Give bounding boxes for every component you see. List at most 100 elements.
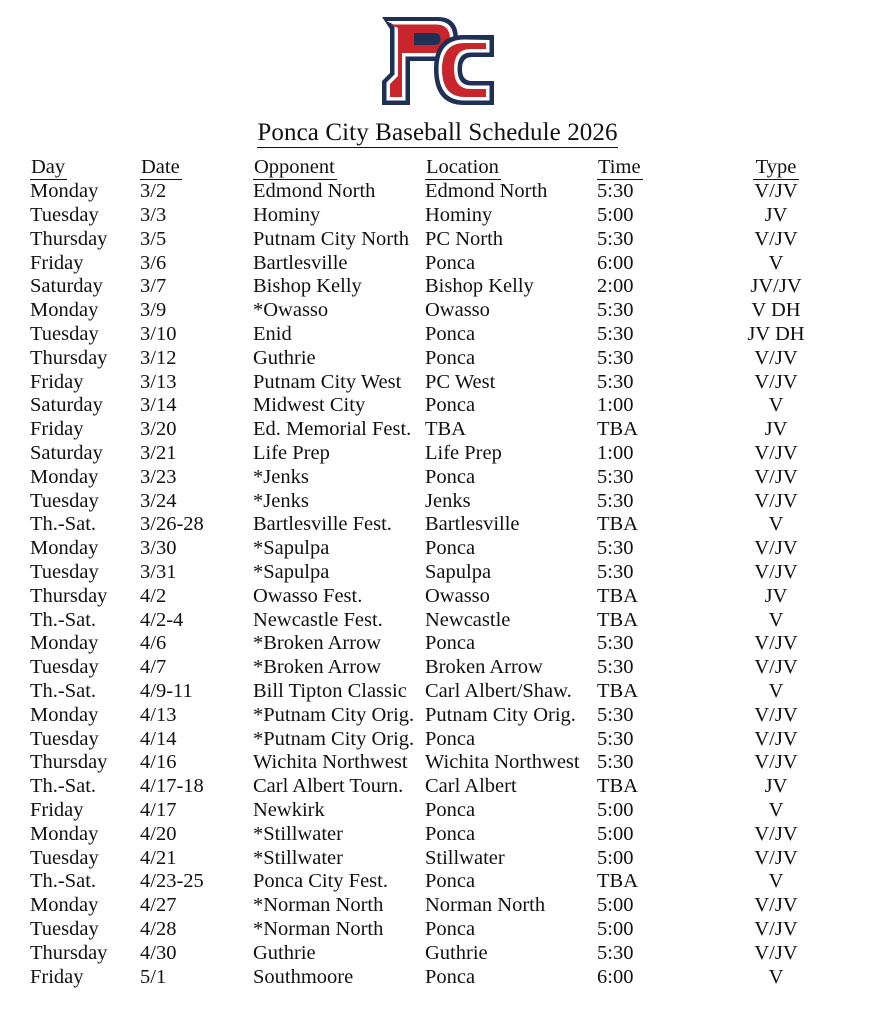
cell-opponent: Putnam City West [253,370,402,393]
cell-date: 5/1 [140,965,167,988]
cell-time: 5:00 [597,822,634,845]
cell-location: Wichita Northwest [425,751,580,774]
cell-opponent: *Sapulpa [253,561,330,583]
table-row: Tuesday 3/24 *Jenks Jenks 5:30 V/JV [30,490,845,514]
cell-location: Broken Arrow [425,656,543,679]
cell-date: 3/6 [140,251,167,274]
cell-day: Th.-Sat. [30,608,97,631]
cell-location: Owasso [425,584,490,607]
table-row: Monday 4/20 *Stillwater Ponca 5:00 V/JV [30,823,845,847]
table-row: Tuesday 3/31 *Sapulpa Sapulpa 5:30 V/JV [30,561,845,585]
table-row: Monday 4/27 *Norman North Norman North 5:00 V… [30,894,845,918]
cell-day: Monday [30,703,99,726]
cell-date: 4/16 [140,751,177,774]
cell-time: TBA [597,679,638,702]
cell-location: Ponca [425,394,476,417]
cell-date: 3/21 [140,442,177,465]
cell-opponent: *Sapulpa [253,537,330,560]
table-row: Friday 4/17 Newkirk Ponca 5:00 V [30,799,845,823]
cell-day: Tuesday [30,204,99,227]
cell-day: Thursday [30,346,108,369]
column-header-type-label: Type [752,155,800,181]
column-header-time-label: Time [597,156,643,181]
cell-type: V/JV [754,227,798,250]
cell-type: JV DH [747,323,805,346]
cell-date: 3/2 [140,180,167,203]
cell-type: V [768,798,784,821]
cell-opponent: Wichita Northwest [253,751,408,774]
cell-opponent: Carl Albert Tourn. [253,775,404,798]
table-row: Monday 3/9 *Owasso Owasso 5:30 V DH [30,299,845,323]
column-header-date-label: Date [140,156,182,181]
cell-type: V/JV [754,703,798,726]
cell-date: 4/28 [140,917,177,940]
cell-date: 3/7 [140,275,167,298]
table-row: Monday 3/23 *Jenks Ponca 5:30 V/JV [30,466,845,490]
cell-day: Tuesday [30,489,99,512]
cell-date: 3/20 [140,418,177,441]
cell-location: Ponca [425,346,476,369]
table-row: Tuesday 3/10 Enid Ponca 5:30 JV DH [30,323,845,347]
cell-time: 5:00 [597,917,634,940]
cell-location: PC West [425,370,496,393]
cell-location: Carl Albert [425,775,517,798]
table-row: Monday 3/30 *Sapulpa Ponca 5:30 V/JV [30,537,845,561]
table-row: Th.-Sat. 3/26-28 Bartlesville Fest. Bartles… [30,513,845,537]
table-row: Tuesday 4/7 *Broken Arrow Broken Arrow 5:30 V… [30,656,845,680]
cell-time: 6:00 [597,251,634,274]
cell-date: 4/21 [140,846,177,869]
cell-day: Tuesday [30,727,99,750]
cell-time: TBA [597,513,638,536]
column-header-time: Time [597,155,707,181]
ponca-city-pc-logo [381,17,494,105]
cell-time: 5:00 [597,894,634,917]
cell-date: 4/2-4 [140,608,184,631]
cell-location: Owasso [425,299,490,322]
cell-type: V/JV [754,489,798,512]
cell-time: 5:30 [597,370,634,393]
cell-time: 5:00 [597,798,634,821]
cell-day: Friday [30,370,84,393]
cell-location: Ponca [425,323,476,346]
cell-opponent: *Norman North [253,894,384,917]
cell-time: TBA [597,775,638,798]
cell-opponent: *Owasso [253,299,329,322]
cell-time: 5:30 [597,751,634,774]
cell-time: 5:30 [597,299,634,322]
cell-time: 5:30 [597,489,634,512]
cell-time: 5:30 [597,727,634,750]
cell-type: V [768,870,784,893]
table-row: Tuesday 4/14 *Putnam City Orig. Ponca 5:30 V/… [30,728,845,752]
cell-date: 4/23-25 [140,870,204,893]
cell-day: Thursday [30,584,108,607]
cell-time: 5:30 [597,323,634,346]
cell-time: 5:30 [597,537,634,560]
cell-date: 4/14 [140,727,177,750]
cell-day: Thursday [30,941,108,964]
column-header-day: Day [30,155,140,181]
cell-type: V/JV [754,941,798,964]
cell-date: 3/30 [140,537,177,560]
cell-time: 5:00 [597,204,634,227]
cell-day: Th.-Sat. [30,679,97,702]
cell-location: Newcastle [425,608,511,631]
cell-type: V/JV [754,632,798,655]
cell-date: 3/12 [140,346,177,369]
cell-time: 5:30 [597,561,634,583]
cell-location: Ponca [425,870,476,893]
logo-header [0,0,875,118]
table-row: Thursday 3/5 Putnam City North PC North 5:30… [30,228,845,252]
cell-type: V/JV [754,465,798,488]
cell-time: 5:30 [597,346,634,369]
cell-day: Monday [30,537,99,560]
cell-opponent: *Norman North [253,917,384,940]
cell-day: Monday [30,822,99,845]
cell-type: V/JV [754,727,798,750]
cell-opponent: Newkirk [253,798,325,821]
cell-type: V [768,394,784,417]
cell-type: V/JV [754,846,798,869]
cell-type: V/JV [754,180,798,203]
cell-location: Carl Albert/Shaw. [425,679,572,702]
table-row: Saturday 3/7 Bishop Kelly Bishop Kelly 2:00 J… [30,275,845,299]
cell-location: Guthrie [425,941,488,964]
